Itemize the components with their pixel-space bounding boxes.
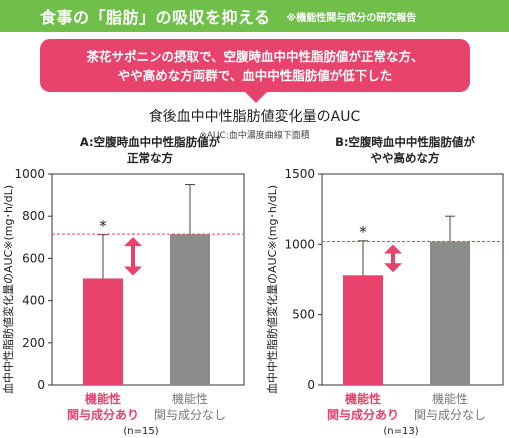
chart-a-difference-arrow-head-up — [124, 237, 142, 247]
chart-b-title-line-1: B:空腹時血中中性脂肪値が — [335, 135, 475, 149]
chart-a-category-label-line-2: 関与成分なし — [154, 408, 226, 422]
chart-a-y-tick-label: 200 — [22, 336, 45, 350]
top-banner: 食事の「脂肪」の吸収を抑える ※機能性関与成分の研究報告 — [0, 0, 509, 32]
chart-b-y-tick-label: 500 — [292, 308, 315, 322]
chart-a-significance-mark: * — [99, 217, 107, 235]
chart-a-difference-arrow-head-down — [124, 266, 142, 276]
chart-a-title-line-2: 正常な方 — [127, 151, 173, 165]
chart-b-significance-mark: * — [359, 223, 367, 241]
banner-title: 食事の「脂肪」の吸収を抑える — [40, 8, 271, 27]
chart-b-title-line-2: やや高めな方 — [371, 151, 440, 165]
chart-a-y-tick-label: 400 — [22, 294, 45, 308]
chart-a-bar — [170, 234, 210, 385]
chart-a-y-tick-label: 0 — [37, 378, 45, 392]
callout-line-1: 茶花サポニンの摂取で、空腹時血中中性脂肪値が正常な方、 — [86, 49, 424, 64]
chart-b-y-tick-label: 1500 — [284, 167, 315, 181]
chart-a-plot-frame — [51, 173, 245, 386]
chart-a-y-tick-label: 1000 — [14, 167, 45, 181]
chart-b-difference-arrow-head-down — [384, 263, 402, 273]
chart-a-bar — [83, 278, 123, 385]
chart-b-category-label-line-2: 関与成分なし — [414, 408, 486, 422]
chart-b-bar — [430, 241, 470, 385]
chart-b-category-label-line-1: 機能性 — [345, 391, 381, 406]
chart-a-category-label-line-1: 機能性 — [172, 391, 208, 406]
chart-a-y-axis-label: 血中中性脂肪値変化量のAUC※(mg･h/dL) — [1, 185, 15, 394]
callout-tail — [244, 91, 268, 103]
chart-b-difference-arrow-head-up — [384, 244, 402, 254]
figure-note: ※AUC:血中濃度曲線下面積 — [199, 131, 310, 141]
chart-b-y-tick-label: 0 — [307, 378, 315, 392]
chart-a-category-label-line-1: 機能性 — [85, 391, 121, 406]
chart-b-bar — [343, 275, 383, 385]
chart-a-n-label: (n=15) — [123, 426, 158, 437]
callout-box: 茶花サポニンの摂取で、空腹時血中中性脂肪値が正常な方、 やや高めな方両群で、血中… — [40, 39, 470, 92]
chart-b-y-axis-label: 血中中性脂肪値変化量のAUC※(mg･h/dL) — [265, 185, 279, 394]
banner-note: ※機能性関与成分の研究報告 — [286, 12, 417, 24]
chart-b-category-label-line-2: 関与成分あり — [327, 407, 399, 422]
callout-line-2: やや高めな方両群で、血中中性脂肪値が低下した — [117, 68, 393, 83]
chart-a-title-line-1: A:空腹時血中中性脂肪値が — [80, 135, 221, 149]
figure-title: 食後血中中性脂肪値変化量のAUC — [148, 109, 361, 125]
chart-b-plot-frame — [321, 173, 504, 386]
chart-a-y-tick-label: 600 — [22, 251, 45, 265]
chart-a-category-label-line-2: 関与成分あり — [67, 407, 139, 422]
chart-b-n-label: (n=13) — [383, 426, 418, 437]
chart-a-y-tick-label: 800 — [22, 209, 45, 223]
chart-b-category-label-line-1: 機能性 — [432, 391, 468, 406]
chart-b-y-tick-label: 1000 — [284, 237, 315, 251]
